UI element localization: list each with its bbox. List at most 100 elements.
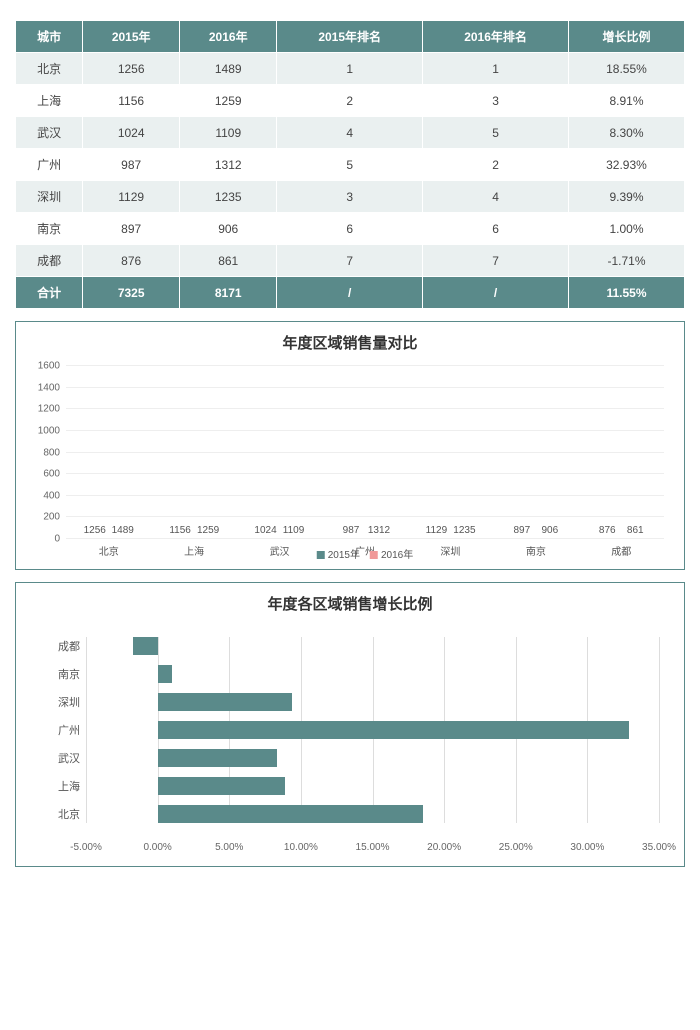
table-cell: 5 [423, 117, 569, 149]
table-header: 2015年 [83, 21, 180, 53]
table-cell: 9.39% [568, 181, 684, 213]
bar-ytick: 1000 [38, 425, 60, 436]
table-cell: 5 [277, 149, 423, 181]
table-cell: 深圳 [16, 181, 83, 213]
hbar-ylabel: 成都 [58, 638, 80, 654]
table-cell: 1489 [180, 53, 277, 85]
table-cell: 1235 [180, 181, 277, 213]
sales-table: 城市2015年2016年2015年排名2016年排名增长比例 北京1256148… [15, 20, 685, 309]
bar-value-label: 1489 [112, 525, 134, 536]
bar-chart-panel: 年度区域销售量对比 02004006008001000120014001600 … [15, 321, 685, 570]
table-cell: 上海 [16, 85, 83, 117]
bar-value-label: 1235 [453, 525, 475, 536]
table-footer-cell: / [423, 277, 569, 309]
hbar-xtick: 25.00% [499, 842, 533, 853]
bar-xtick: 北京 [99, 543, 119, 558]
table-cell: 武汉 [16, 117, 83, 149]
table-cell: 1024 [83, 117, 180, 149]
bar-ytick: 1600 [38, 361, 60, 372]
bar-ytick: 800 [43, 447, 60, 458]
table-cell: 987 [83, 149, 180, 181]
hbar-xtick: -5.00% [70, 842, 102, 853]
bar-value-label: 1312 [368, 525, 390, 536]
table-cell: 32.93% [568, 149, 684, 181]
table-footer-cell: 8171 [180, 277, 277, 309]
bar-xtick: 深圳 [440, 543, 460, 558]
bar-gridline [66, 387, 664, 388]
bar-value-label: 906 [542, 525, 559, 536]
hbar-xtick: 30.00% [570, 842, 604, 853]
bar-value-label: 897 [514, 525, 531, 536]
table-cell: 3 [423, 85, 569, 117]
hbar-xtick: 10.00% [284, 842, 318, 853]
hbar-ylabel: 深圳 [58, 694, 80, 710]
hbar-xtick: 20.00% [427, 842, 461, 853]
table-footer-cell: 合计 [16, 277, 83, 309]
bar-gridline [66, 538, 664, 539]
bar-value-label: 1024 [254, 525, 276, 536]
table-cell: 876 [83, 245, 180, 277]
hbar-ylabel: 北京 [58, 806, 80, 822]
table-row: 深圳11291235349.39% [16, 181, 685, 213]
bar-xtick: 武汉 [270, 543, 290, 558]
bar-ytick: 600 [43, 469, 60, 480]
bar-xtick: 上海 [184, 543, 204, 558]
hbar-chart-panel: 年度各区域销售增长比例 成都南京深圳广州武汉上海北京 -5.00%0.00%5.… [15, 582, 685, 867]
table-header: 增长比例 [568, 21, 684, 53]
table-cell: 8.91% [568, 85, 684, 117]
hbar-row: 成都 [86, 637, 659, 655]
bar-value-label: 1129 [426, 525, 448, 536]
bar-xtick: 南京 [526, 543, 546, 558]
bar-ytick: 200 [43, 512, 60, 523]
table-footer-cell: / [277, 277, 423, 309]
bar-value-label: 861 [627, 525, 644, 536]
bar-xtick: 成都 [611, 543, 631, 558]
bar-legend: 2015年2016年 [317, 546, 414, 561]
hbar-bar [158, 805, 424, 823]
hbar-row: 武汉 [86, 749, 659, 767]
table-cell: 1156 [83, 85, 180, 117]
bar-gridline [66, 516, 664, 517]
table-cell: 7 [277, 245, 423, 277]
hbar-bar [158, 665, 172, 683]
table-cell: 1256 [83, 53, 180, 85]
table-cell: 2 [277, 85, 423, 117]
legend-item: 2015年 [317, 546, 360, 561]
hbar-gridline [659, 637, 660, 823]
table-header: 2015年排名 [277, 21, 423, 53]
table-footer-cell: 7325 [83, 277, 180, 309]
table-cell: 861 [180, 245, 277, 277]
hbar-row: 北京 [86, 805, 659, 823]
table-cell: 3 [277, 181, 423, 213]
hbar-bar [158, 693, 293, 711]
bar-value-label: 1256 [84, 525, 106, 536]
table-footer-cell: 11.55% [568, 277, 684, 309]
table-cell: 6 [423, 213, 569, 245]
hbar-chart: 成都南京深圳广州武汉上海北京 -5.00%0.00%5.00%10.00%15.… [26, 622, 674, 858]
hbar-ylabel: 上海 [58, 778, 80, 794]
hbar-ylabel: 广州 [58, 722, 80, 738]
hbar-ylabel: 武汉 [58, 750, 80, 766]
table-cell: 北京 [16, 53, 83, 85]
legend-swatch [317, 551, 325, 559]
table-header: 城市 [16, 21, 83, 53]
bar-chart: 02004006008001000120014001600 1256148911… [26, 361, 674, 561]
bar-ytick: 0 [54, 534, 60, 545]
table-header: 2016年 [180, 21, 277, 53]
table-row: 广州98713125232.93% [16, 149, 685, 181]
hbar-xtick: 5.00% [215, 842, 243, 853]
bar-ytick: 1400 [38, 382, 60, 393]
bar-gridline [66, 365, 664, 366]
hbar-xtick: 15.00% [356, 842, 390, 853]
bar-gridline [66, 495, 664, 496]
hbar-row: 南京 [86, 665, 659, 683]
legend-swatch [370, 551, 378, 559]
table-cell: 1 [277, 53, 423, 85]
table-row: 武汉10241109458.30% [16, 117, 685, 149]
table-cell: 1312 [180, 149, 277, 181]
table-cell: 1129 [83, 181, 180, 213]
table-cell: -1.71% [568, 245, 684, 277]
table-cell: 1259 [180, 85, 277, 117]
table-row: 南京897906661.00% [16, 213, 685, 245]
table-cell: 南京 [16, 213, 83, 245]
